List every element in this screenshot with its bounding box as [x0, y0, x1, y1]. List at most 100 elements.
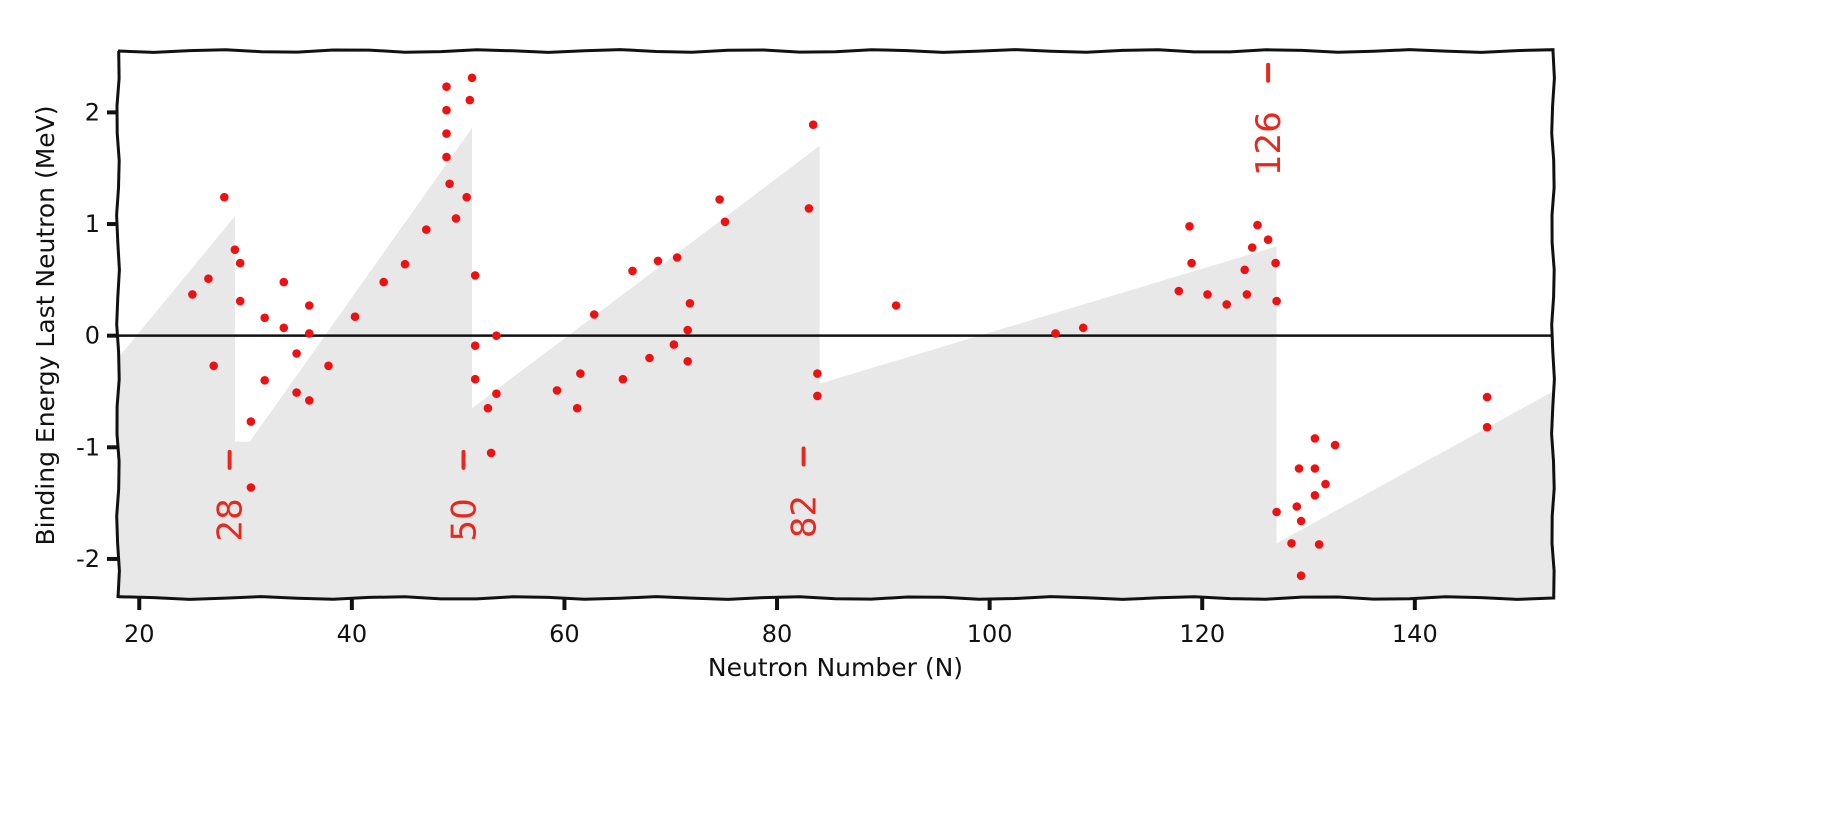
y-axis-ticks: -2 -1 0 1 2: [76, 98, 118, 573]
data-point: [204, 274, 213, 284]
data-point: [246, 483, 256, 492]
data-point: [235, 258, 245, 268]
data-point: [379, 277, 389, 287]
data-point: [1185, 222, 1194, 231]
magic-number-50: 50: [445, 449, 485, 542]
data-point: [246, 417, 256, 426]
data-point: [442, 82, 451, 91]
shaded-band: [118, 128, 1553, 598]
data-point: [1174, 286, 1184, 296]
data-point: [552, 386, 562, 395]
data-point: [720, 217, 730, 227]
data-point: [442, 129, 451, 138]
data-point: [589, 310, 599, 319]
data-point: [683, 357, 692, 366]
data-point: [1263, 235, 1273, 244]
x-tick-label: 80: [762, 620, 793, 648]
data-point: [445, 179, 454, 189]
plot-frame: [115, 48, 1556, 601]
data-point: [576, 369, 585, 378]
data-point: [465, 95, 475, 105]
data-point: [891, 301, 901, 310]
data-point: [305, 329, 314, 338]
data-point: [1287, 539, 1296, 548]
data-point: [292, 388, 301, 397]
data-point: [492, 331, 501, 341]
data-point: [235, 296, 245, 306]
data-point: [442, 152, 451, 162]
y-tick-label: 1: [85, 210, 100, 238]
data-point: [1078, 323, 1088, 333]
data-point: [653, 256, 663, 266]
y-tick-label: -2: [76, 545, 100, 573]
data-point: [462, 192, 472, 202]
data-point: [1253, 220, 1262, 230]
data-point: [292, 349, 301, 358]
data-point: [230, 245, 240, 254]
y-tick-label: -1: [76, 433, 100, 461]
x-tick-label: 60: [549, 620, 580, 648]
x-tick-label: 140: [1392, 620, 1438, 648]
data-point: [350, 312, 360, 322]
data-point: [1222, 300, 1231, 309]
data-point: [451, 214, 461, 223]
data-point: [1247, 243, 1257, 252]
data-point: [685, 299, 695, 308]
data-points-layer: [188, 73, 1492, 580]
data-point: [324, 361, 333, 371]
data-point: [1187, 258, 1196, 268]
magic-number-label: 82: [785, 495, 825, 538]
data-point: [628, 266, 637, 276]
data-point: [804, 204, 814, 213]
data-point: [483, 403, 493, 413]
data-point: [188, 290, 197, 299]
data-point: [470, 374, 480, 384]
data-point: [400, 259, 410, 269]
data-point: [645, 353, 654, 363]
y-tick-label: 2: [85, 98, 100, 126]
data-point: [260, 376, 270, 385]
x-axis-title: Neutron Number (N): [708, 653, 963, 682]
magic-number-126: 126: [1249, 62, 1289, 176]
magic-number-82: 82: [785, 446, 825, 538]
y-axis-title: Binding Energy Last Neutron (MeV): [31, 105, 60, 545]
data-point: [442, 105, 451, 115]
data-point: [305, 396, 314, 405]
data-point: [1314, 540, 1324, 549]
data-point: [1310, 434, 1320, 443]
magic-number-28: 28: [211, 449, 251, 542]
data-point: [1272, 507, 1281, 517]
data-point: [470, 341, 480, 351]
data-point: [1310, 464, 1320, 473]
data-point: [813, 391, 822, 401]
data-point: [669, 340, 679, 349]
x-tick-label: 120: [1179, 620, 1225, 648]
data-point: [572, 403, 582, 413]
data-point: [813, 369, 822, 378]
data-point: [260, 313, 270, 323]
data-point: [422, 225, 431, 234]
data-point: [715, 195, 724, 204]
data-point: [467, 73, 477, 83]
data-point: [672, 253, 682, 262]
data-point: [279, 277, 289, 287]
data-point: [220, 192, 229, 202]
data-point: [1296, 516, 1306, 526]
data-point: [470, 271, 480, 280]
data-point: [1292, 502, 1302, 511]
data-point: [1482, 392, 1492, 402]
data-point: [683, 325, 692, 335]
data-point: [279, 323, 289, 333]
magic-number-label: 50: [445, 498, 485, 541]
data-point: [1051, 329, 1060, 338]
y-tick-label: 0: [85, 322, 100, 350]
x-tick-label: 100: [967, 620, 1013, 648]
data-point: [618, 374, 628, 384]
magic-number-labels: 28 50 82 126: [211, 62, 1289, 542]
data-point: [1310, 491, 1320, 500]
data-point: [1240, 265, 1249, 275]
data-point: [808, 120, 818, 129]
data-point: [1330, 440, 1340, 450]
data-point: [492, 389, 501, 399]
